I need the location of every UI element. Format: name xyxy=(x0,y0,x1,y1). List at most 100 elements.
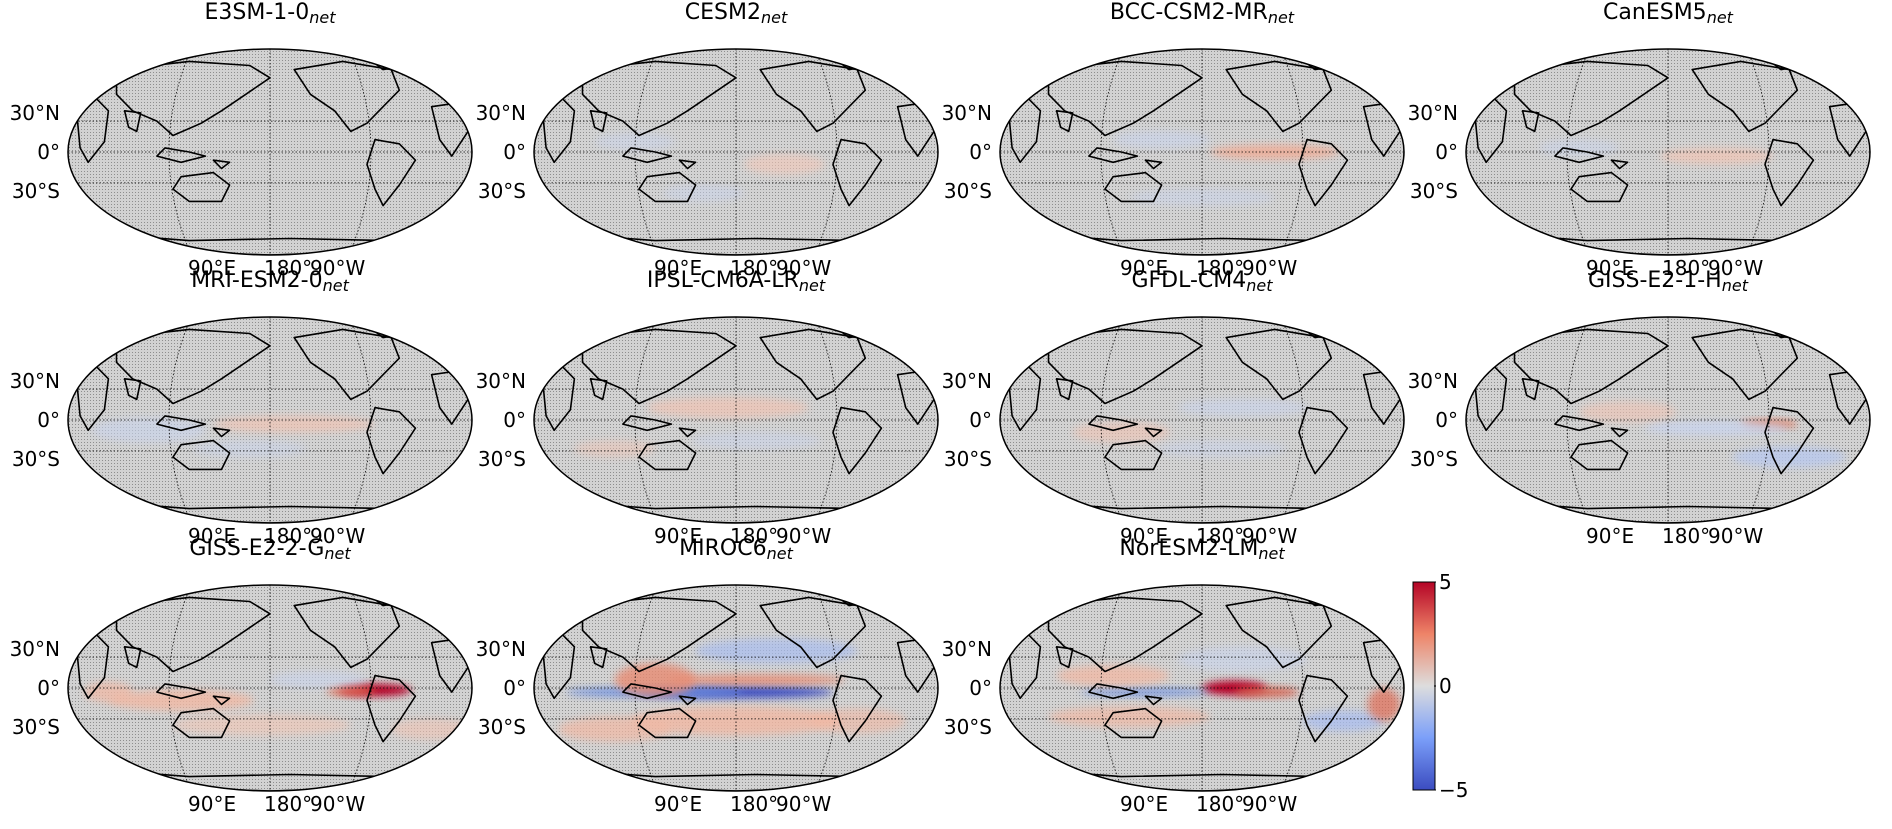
anomaly-region xyxy=(193,440,307,458)
coastline xyxy=(123,110,142,133)
robinson-map xyxy=(999,584,1405,792)
longitude-gridline xyxy=(168,317,192,523)
longitude-gridline xyxy=(1100,317,1124,523)
latitude-label: 30°S xyxy=(943,179,992,204)
latitude-label: 30°N xyxy=(941,368,992,393)
coastline xyxy=(212,695,231,706)
longitude-label: 90°E xyxy=(1586,256,1635,280)
coastline xyxy=(622,415,673,432)
latitude-label: 30°N xyxy=(9,636,60,661)
coastline xyxy=(589,378,608,401)
anomaly-region xyxy=(1234,686,1299,698)
coastline xyxy=(1088,415,1139,432)
coastline xyxy=(581,328,737,405)
coastline xyxy=(1554,415,1605,432)
robinson-map xyxy=(1465,48,1871,256)
latitude-label: 30°S xyxy=(477,447,526,472)
coastline xyxy=(1088,147,1139,164)
longitude-gridline xyxy=(1280,585,1304,791)
longitude-label: 90°E xyxy=(1120,524,1169,548)
coastline xyxy=(293,60,401,133)
longitude-label: 90°W xyxy=(776,792,832,816)
map-panel: MIROC6net 30°N 0° 30°S 90°E 180° 90°W xyxy=(466,536,939,814)
latitude-label: 30°N xyxy=(475,100,526,125)
robinson-map xyxy=(67,584,473,792)
coastline xyxy=(1047,60,1203,137)
latitude-label: 0° xyxy=(1435,408,1458,432)
panel-title-subscript: net xyxy=(766,544,793,563)
panel-title-model: MRI-ESM2-0 xyxy=(191,268,323,293)
coastline xyxy=(123,646,142,669)
longitude-label: 180° xyxy=(264,524,313,548)
longitude-label: 180° xyxy=(730,256,779,280)
coastline xyxy=(1225,328,1333,401)
coastline xyxy=(589,110,608,133)
anomaly-region xyxy=(574,440,656,458)
latitude-label: 30°N xyxy=(475,636,526,661)
map-panel: MRI-ESM2-0net 30°N 0° 30°S 90°E 180° 90°W xyxy=(0,268,473,546)
map-panel: CanESM5net 30°N 0° 30°S 90°E 180° 90°W xyxy=(1398,0,1871,278)
latitude-label: 30°N xyxy=(475,368,526,393)
longitude-label: 180° xyxy=(264,256,313,280)
longitude-gridline xyxy=(1746,317,1770,523)
panel-title-subscript: net xyxy=(760,8,788,27)
coastline xyxy=(1055,646,1074,669)
map-outline xyxy=(67,584,473,792)
latitude-label: 30°S xyxy=(11,715,60,740)
coastline xyxy=(123,378,142,401)
latitude-label: 30°S xyxy=(943,715,992,740)
coastline xyxy=(678,159,697,170)
panel-title: GISS-E2-2-Gnet xyxy=(35,536,505,567)
panel-title: CanESM5net xyxy=(1433,0,1892,31)
coastline xyxy=(212,427,231,438)
panel-title-subscript: net xyxy=(1706,8,1733,27)
anomaly-region xyxy=(1056,665,1170,686)
coastline xyxy=(1047,328,1203,405)
map-outline xyxy=(533,316,939,524)
coastline xyxy=(1691,60,1799,133)
map-panel: NorESM2-LMnet 30°N 0° 30°S 90°E 180° 90°W xyxy=(932,536,1405,814)
panel-title: BCC-CSM2-MRnet xyxy=(967,0,1437,31)
anomaly-region xyxy=(558,716,672,742)
coastline xyxy=(759,596,867,669)
map-outline xyxy=(999,48,1405,256)
panel-title: E3SM-1-0net xyxy=(35,0,505,31)
longitude-label: 90°E xyxy=(1586,524,1635,548)
anomaly-region xyxy=(1080,688,1211,697)
anomaly-region xyxy=(326,686,376,696)
panel-title-subscript: net xyxy=(1267,8,1295,27)
coastline xyxy=(678,695,697,706)
longitude-label: 90°E xyxy=(654,256,703,280)
colorbar xyxy=(1412,581,1436,791)
longitude-label: 90°W xyxy=(1708,256,1764,280)
coastline xyxy=(589,646,608,669)
panel-title-model: CanESM5 xyxy=(1603,0,1707,25)
coastline xyxy=(638,707,697,739)
longitude-label: 90°W xyxy=(310,792,366,816)
robinson-map xyxy=(67,48,473,256)
latitude-label: 0° xyxy=(37,676,60,700)
panel-title-model: BCC-CSM2-MR xyxy=(1109,0,1268,25)
longitude-label: 180° xyxy=(1662,524,1711,548)
panel-title: CESM2net xyxy=(501,0,971,31)
longitude-label: 90°W xyxy=(310,524,366,548)
anomaly-region xyxy=(1157,440,1287,458)
coastline xyxy=(1298,406,1349,475)
longitude-gridline xyxy=(634,585,658,791)
latitude-label: 30°S xyxy=(1409,447,1458,472)
panel-title-model: MIROC6 xyxy=(679,536,767,561)
coastline xyxy=(1521,378,1540,401)
longitude-gridline xyxy=(1280,49,1304,255)
coastline xyxy=(581,596,737,673)
longitude-gridline xyxy=(634,317,658,523)
colorbar-tick-label: 5 xyxy=(1439,570,1452,594)
coastline xyxy=(832,406,883,475)
coastline xyxy=(1764,138,1815,207)
longitude-label: 180° xyxy=(730,792,779,816)
robinson-map xyxy=(67,316,473,524)
anomaly-region xyxy=(808,708,906,734)
panel-title-model: CESM2 xyxy=(684,0,761,25)
panel-title: GFDL-CM4net xyxy=(967,268,1437,299)
map-outline xyxy=(533,48,939,256)
